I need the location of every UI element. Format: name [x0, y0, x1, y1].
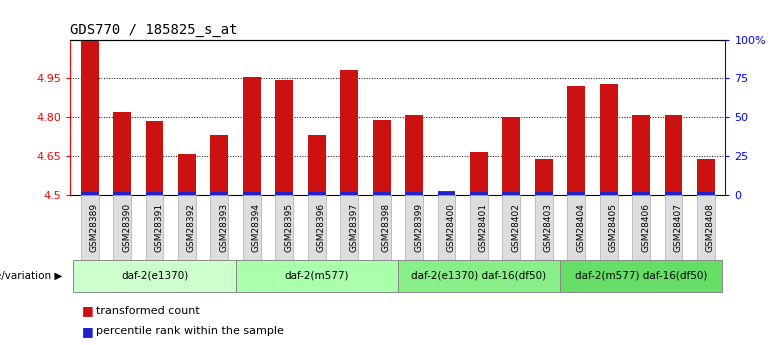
Bar	[438, 192, 456, 195]
Text: genotype/variation ▶: genotype/variation ▶	[0, 271, 62, 281]
Bar	[275, 80, 293, 195]
Bar	[113, 192, 131, 195]
Text: GSM28395: GSM28395	[284, 203, 293, 252]
Bar	[665, 192, 682, 195]
Bar	[308, 195, 325, 260]
Bar	[535, 159, 553, 195]
Text: GSM28390: GSM28390	[122, 203, 131, 252]
Bar	[438, 191, 456, 195]
Bar	[373, 195, 391, 260]
Text: GSM28406: GSM28406	[641, 203, 650, 252]
Bar	[405, 195, 423, 260]
Bar	[308, 192, 325, 195]
Bar	[146, 192, 164, 195]
Text: GSM28401: GSM28401	[479, 203, 488, 252]
Bar	[470, 192, 488, 195]
Bar	[236, 260, 398, 292]
Bar	[470, 195, 488, 260]
Bar	[81, 195, 98, 260]
Bar	[697, 192, 714, 195]
Text: GSM28397: GSM28397	[349, 203, 358, 252]
Bar	[632, 195, 650, 260]
Bar	[308, 135, 325, 195]
Text: GSM28408: GSM28408	[706, 203, 715, 252]
Bar	[665, 115, 682, 195]
Bar	[81, 192, 98, 195]
Bar	[146, 195, 164, 260]
Bar	[73, 260, 236, 292]
Bar	[373, 120, 391, 195]
Text: GSM28389: GSM28389	[90, 203, 98, 252]
Text: ■: ■	[82, 325, 94, 338]
Bar	[275, 195, 293, 260]
Bar	[502, 117, 520, 195]
Bar	[567, 86, 585, 195]
Bar	[600, 83, 618, 195]
Bar	[502, 195, 520, 260]
Bar	[113, 195, 131, 260]
Text: daf-2(m577): daf-2(m577)	[285, 271, 349, 281]
Bar	[243, 77, 261, 195]
Bar	[405, 192, 423, 195]
Text: GSM28405: GSM28405	[608, 203, 618, 252]
Bar	[535, 192, 553, 195]
Bar	[373, 192, 391, 195]
Text: GSM28398: GSM28398	[381, 203, 391, 252]
Bar	[697, 159, 714, 195]
Bar	[405, 115, 423, 195]
Text: GDS770 / 185825_s_at: GDS770 / 185825_s_at	[70, 23, 238, 37]
Bar	[243, 192, 261, 195]
Text: daf-2(e1370): daf-2(e1370)	[121, 271, 188, 281]
Bar	[81, 40, 98, 195]
Bar	[567, 195, 585, 260]
Bar	[567, 192, 585, 195]
Bar	[632, 115, 650, 195]
Text: daf-2(e1370) daf-16(df50): daf-2(e1370) daf-16(df50)	[411, 271, 547, 281]
Text: GSM28391: GSM28391	[154, 203, 164, 252]
Bar	[211, 135, 229, 195]
Bar	[178, 154, 196, 195]
Bar	[632, 192, 650, 195]
Bar	[697, 195, 714, 260]
Bar	[113, 112, 131, 195]
Bar	[211, 192, 229, 195]
Text: GSM28399: GSM28399	[414, 203, 423, 252]
Bar	[470, 152, 488, 195]
Text: transformed count: transformed count	[96, 306, 200, 315]
Bar	[560, 260, 722, 292]
Bar	[502, 192, 520, 195]
Bar	[340, 70, 358, 195]
Bar	[600, 192, 618, 195]
Bar	[211, 195, 229, 260]
Text: GSM28396: GSM28396	[317, 203, 326, 252]
Bar	[146, 121, 164, 195]
Text: ■: ■	[82, 304, 94, 317]
Text: GSM28407: GSM28407	[673, 203, 682, 252]
Bar	[340, 195, 358, 260]
Bar	[665, 195, 682, 260]
Bar	[243, 195, 261, 260]
Text: GSM28400: GSM28400	[446, 203, 456, 252]
Bar	[535, 195, 553, 260]
Bar	[178, 195, 196, 260]
Text: GSM28394: GSM28394	[252, 203, 261, 252]
Text: GSM28402: GSM28402	[512, 203, 520, 252]
Bar	[398, 260, 560, 292]
Text: percentile rank within the sample: percentile rank within the sample	[96, 326, 284, 336]
Text: daf-2(m577) daf-16(df50): daf-2(m577) daf-16(df50)	[575, 271, 707, 281]
Bar	[438, 195, 456, 260]
Text: GSM28392: GSM28392	[187, 203, 196, 252]
Text: GSM28403: GSM28403	[544, 203, 553, 252]
Bar	[275, 192, 293, 195]
Text: GSM28393: GSM28393	[219, 203, 229, 252]
Bar	[340, 192, 358, 195]
Text: GSM28404: GSM28404	[576, 203, 585, 252]
Bar	[600, 195, 618, 260]
Bar	[178, 192, 196, 195]
